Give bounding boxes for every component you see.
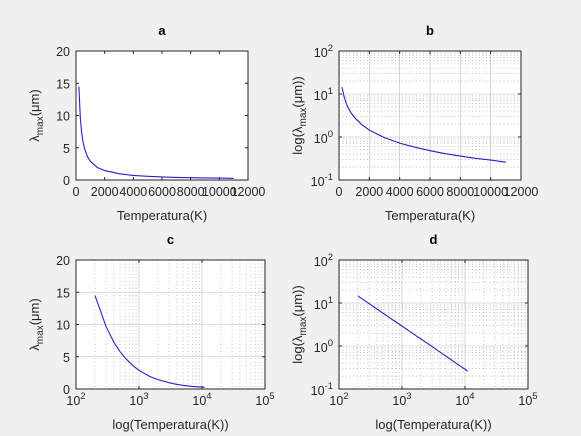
x-tick-label: 0 [336,185,343,199]
y-tick-label: 15 [56,286,70,300]
panel-title: c [167,232,174,247]
x-tick-label: 102 [66,391,85,408]
y-tick-label: 15 [56,77,70,91]
x-tick-label: 8000 [446,185,474,199]
x-tick-label: 6000 [148,185,176,199]
x-tick-label: 104 [192,391,211,408]
x-tick-label: 4000 [119,185,147,199]
y-tick-label: 102 [314,252,333,269]
x-tick-label: 2000 [355,185,383,199]
panel-title: d [430,232,438,247]
plot-area [75,50,249,181]
series-line [94,295,205,388]
y-tick-label: 10 [56,110,70,124]
x-axis-label: log(Temperatura(K)) [375,417,491,432]
y-tick-label: 101 [314,86,333,103]
y-tick-label: 0 [63,174,70,188]
x-tick-label: 0 [73,185,80,199]
series-line [78,86,234,179]
y-axis-label: λmax(μm) [27,298,46,350]
y-axis-label: log(λmax(μm)) [290,285,309,363]
panel-title: a [158,23,166,38]
x-tick-label: 10000 [202,185,237,199]
y-tick-label: 10-1 [311,172,333,189]
y-tick-label: 100 [314,129,333,146]
panel-title: b [426,23,434,38]
axes-box [338,259,529,390]
x-tick-label: 4000 [386,185,414,199]
x-tick-label: 8000 [177,185,205,199]
y-tick-label: 5 [63,142,70,156]
x-tick-label: 6000 [416,185,444,199]
y-tick-label: 5 [63,351,70,365]
series-line [341,86,506,163]
grid [338,259,529,390]
grid [75,259,266,390]
y-tick-label: 101 [314,295,333,312]
x-axis-label: Temperatura(K) [117,208,207,223]
x-tick-label: 12000 [231,185,266,199]
y-tick-label: 20 [56,254,70,268]
x-tick-label: 102 [329,391,348,408]
x-tick-label: 2000 [91,185,119,199]
y-tick-label: 100 [314,338,333,355]
y-tick-label: 102 [314,43,333,60]
y-tick-label: 0 [63,383,70,397]
x-axis-label: Temperatura(K) [385,208,475,223]
plot-area [338,259,529,390]
x-tick-label: 103 [392,391,411,408]
y-tick-label: 10 [56,319,70,333]
x-axis-label: log(Temperatura(K)) [112,417,228,432]
x-tick-label: 105 [518,391,537,408]
panel-c: 102 103 104 105 0 5 10 15 20 c log(Temperatura(K))… [27,232,275,432]
panel-d: 102 103 104 105 10-1 100 101 102 d log(Temperatur… [290,232,538,432]
x-tick-label: 105 [255,391,274,408]
x-tick-label: 103 [129,391,148,408]
x-tick-label: 10000 [473,185,508,199]
y-axis-label: log(λmax(μm)) [290,76,309,154]
y-tick-label: 20 [56,45,70,59]
x-tick-label: 12000 [504,185,539,199]
x-tick-label: 104 [455,391,474,408]
series-line [357,295,468,372]
y-axis-label: λmax(μm) [27,89,46,141]
y-tick-label: 10-1 [311,381,333,398]
